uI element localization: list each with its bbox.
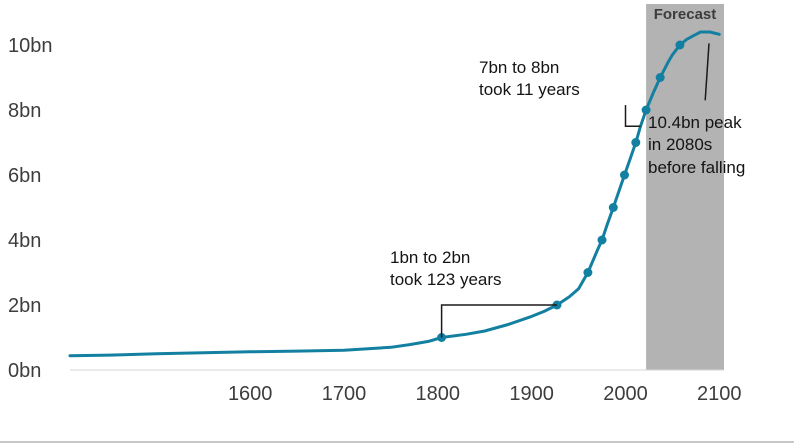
data-point-marker	[583, 268, 593, 277]
data-point-marker	[620, 170, 629, 180]
population-line	[68, 30, 721, 358]
annotation-connector	[704, 43, 710, 101]
annotation-connector	[624, 105, 641, 128]
annotation-1bn-to-2bn: 1bn to 2bn took 123 years	[390, 248, 502, 290]
x-axis-label: 1900	[509, 383, 554, 405]
x-axis-label: 2100	[697, 383, 742, 405]
bottom-divider	[0, 441, 794, 443]
x-axis-label: 2000	[603, 383, 648, 405]
x-axis-label: 1700	[322, 383, 367, 405]
data-point-marker	[655, 73, 665, 82]
annotation-peak: 10.4bn peak in 2080s before falling	[648, 113, 746, 177]
x-axis-label: 1600	[228, 383, 273, 405]
y-axis-label: 10bn	[8, 35, 53, 57]
y-axis-label: 8bn	[8, 100, 41, 122]
data-point-marker	[608, 203, 618, 212]
annotation-7bn-to-8bn: 7bn to 8bn took 11 years	[479, 58, 580, 100]
annotation-connector	[440, 304, 557, 338]
forecast-label: Forecast	[653, 6, 717, 23]
data-point-marker	[597, 235, 607, 245]
forecast-band	[646, 4, 724, 370]
data-point-marker	[641, 105, 651, 115]
y-axis-label: 6bn	[8, 165, 41, 187]
y-axis-label: 4bn	[8, 230, 41, 252]
y-axis-label: 2bn	[8, 295, 41, 317]
data-point-marker	[631, 138, 641, 147]
data-point-marker	[675, 40, 685, 50]
x-axis-label: 1800	[416, 383, 461, 405]
y-axis-label: 0bn	[8, 360, 41, 382]
